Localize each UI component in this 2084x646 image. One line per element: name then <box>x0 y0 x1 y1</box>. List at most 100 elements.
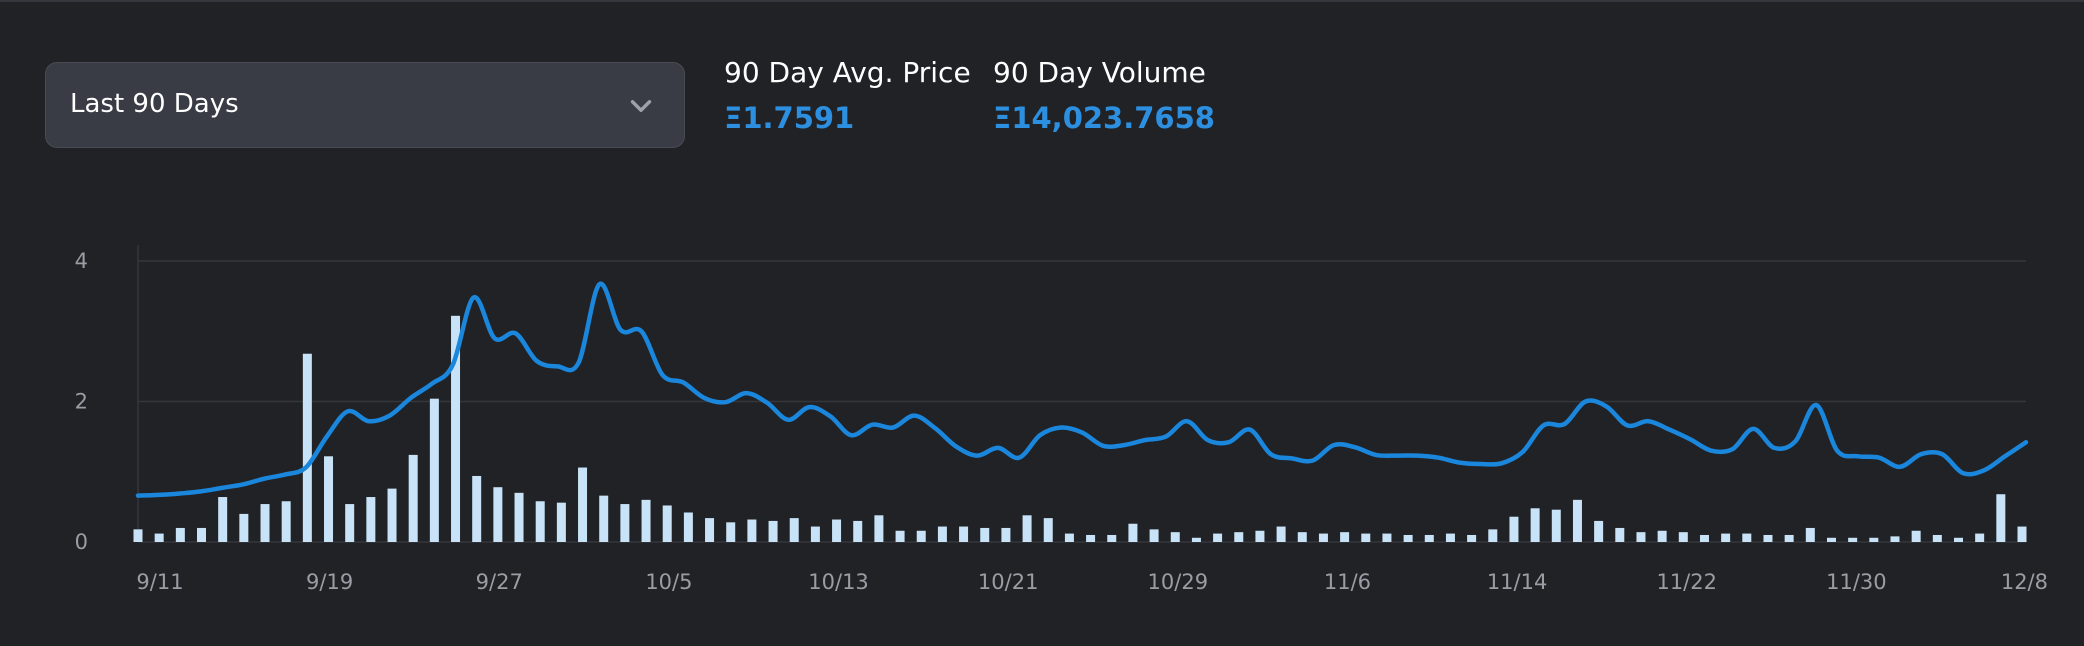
volume-bar <box>175 527 185 542</box>
x-tick-label: 10/5 <box>645 570 692 594</box>
volume-bar <box>1128 523 1138 542</box>
x-tick-label: 10/29 <box>1148 570 1209 594</box>
volume-bar <box>683 512 693 542</box>
volume-bar <box>1784 534 1794 542</box>
volume-bar <box>959 526 969 542</box>
volume-bar <box>726 522 736 542</box>
volume-bar <box>324 456 334 542</box>
volume-bar <box>302 353 312 542</box>
volume-bar <box>1086 534 1096 542</box>
volume-bar <box>599 495 609 542</box>
volume-bar <box>1107 534 1117 542</box>
price-line <box>135 281 2029 498</box>
x-tick-label: 9/27 <box>476 570 523 594</box>
volume-bar <box>1382 533 1392 542</box>
chevron-down-icon <box>630 100 652 112</box>
volume-bar <box>1064 533 1074 542</box>
volume-bar <box>239 513 249 542</box>
volume-bar <box>1763 534 1773 542</box>
volume-bar <box>578 467 588 542</box>
volume-bar <box>1424 534 1434 542</box>
volume-bar <box>514 492 524 542</box>
volume-bar <box>1318 533 1328 542</box>
volume-bar <box>429 398 439 542</box>
volume-bar <box>493 487 503 542</box>
volume-bar <box>133 529 143 542</box>
time-range-dropdown[interactable]: Last 90 Days <box>45 62 685 148</box>
volume-bar <box>1149 529 1159 542</box>
volume-bar <box>1805 527 1815 542</box>
y-tick-label: 0 <box>75 530 88 554</box>
x-tick-label: 9/11 <box>136 570 183 594</box>
x-tick-label: 10/21 <box>978 570 1039 594</box>
volume-bar <box>1191 537 1201 542</box>
volume-bar <box>1022 515 1032 542</box>
x-tick-label: 11/6 <box>1324 570 1371 594</box>
volume-bar <box>1869 537 1879 542</box>
volume-bar <box>1699 534 1709 542</box>
volume-bar <box>1996 494 2006 542</box>
volume-bar <box>556 502 566 542</box>
volume-bar <box>641 499 651 542</box>
x-tick-label: 11/22 <box>1656 570 1717 594</box>
volume-bar <box>451 315 461 542</box>
volume-bar <box>1953 537 1963 542</box>
volume-bar <box>1530 508 1540 542</box>
volume-bar <box>1911 530 1921 542</box>
volume-bar <box>1001 527 1011 542</box>
volume-bar <box>1297 532 1307 542</box>
volume-bar <box>937 526 947 542</box>
avg-price-value: Ξ1.7591 <box>724 101 855 135</box>
volume-bar <box>1403 534 1413 542</box>
volume-bar <box>1890 536 1900 542</box>
volume-bar <box>387 488 397 542</box>
volume-bar <box>1721 533 1731 542</box>
y-tick-label: 2 <box>75 390 88 414</box>
volume-bar <box>1636 532 1646 542</box>
volume-bar <box>154 533 164 542</box>
volume-bar <box>705 518 715 542</box>
time-range-selected: Last 90 Days <box>70 89 239 119</box>
volume-bar <box>1234 532 1244 542</box>
volume-bar <box>1340 532 1350 542</box>
volume-bar <box>366 497 376 542</box>
volume-bar <box>1848 537 1858 542</box>
volume-bar <box>789 518 799 542</box>
volume-bar <box>1657 530 1667 542</box>
volume-bar <box>408 454 418 542</box>
volume-bar <box>662 505 672 542</box>
volume-bar <box>1276 526 1286 542</box>
volume-bar <box>535 501 545 542</box>
volume-bar <box>197 527 207 542</box>
volume-bar <box>1043 518 1053 542</box>
volume-bar <box>1509 516 1519 542</box>
volume-value: Ξ14,023.7658 <box>993 101 1215 135</box>
volume-bar <box>1255 530 1265 542</box>
volume-bar <box>1826 537 1836 542</box>
volume-bar <box>2017 526 2027 542</box>
avg-price-label: 90 Day Avg. Price <box>724 56 971 89</box>
volume-bar <box>1975 533 1985 542</box>
avg-price-stat: 90 Day Avg. Price Ξ1.7591 <box>724 56 971 135</box>
volume-bar <box>1213 533 1223 542</box>
volume-bar <box>1170 532 1180 542</box>
volume-bar <box>747 519 757 542</box>
volume-bar <box>916 530 926 542</box>
x-tick-label: 9/19 <box>306 570 353 594</box>
volume-bar <box>1551 509 1561 542</box>
x-tick-label: 12/8 <box>2001 570 2048 594</box>
volume-stat: 90 Day Volume Ξ14,023.7658 <box>993 56 1215 135</box>
volume-bar <box>980 527 990 542</box>
volume-bar <box>895 530 905 542</box>
volume-bar <box>874 515 884 542</box>
volume-bar <box>853 520 863 542</box>
volume-bar <box>260 504 270 542</box>
volume-bar <box>810 526 820 542</box>
volume-label: 90 Day Volume <box>993 56 1206 89</box>
y-tick-label: 4 <box>75 249 88 273</box>
volume-bar <box>768 520 778 542</box>
volume-bar <box>832 519 842 542</box>
volume-bar <box>1445 533 1455 542</box>
volume-bar <box>1488 529 1498 542</box>
